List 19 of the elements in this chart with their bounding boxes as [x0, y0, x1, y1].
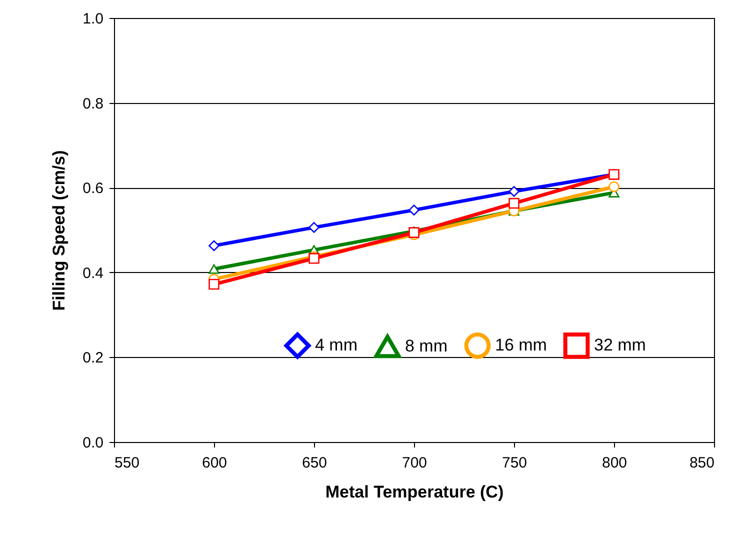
- y-tick-label: 0.6: [82, 180, 104, 198]
- y-tick-label: 0.8: [82, 95, 104, 112]
- y-axis-title: Filling Speed (cm/s): [50, 150, 69, 311]
- y-tick-label: 0.2: [82, 350, 104, 367]
- x-tick-label: 600: [202, 454, 228, 472]
- x-tick-label: 650: [302, 454, 328, 472]
- x-axis-title: Metal Temperature (C): [325, 482, 504, 502]
- legend-label: 4 mm: [315, 336, 358, 355]
- x-tick-label: 850: [689, 454, 714, 472]
- x-tick-label: 750: [502, 454, 528, 472]
- legend-label: 8 mm: [405, 336, 448, 356]
- x-tick-label: 550: [114, 454, 140, 472]
- y-tick-label: 0.0: [82, 434, 104, 452]
- x-tick-label: 800: [602, 454, 628, 472]
- y-tick-label: 1.0: [82, 10, 104, 28]
- legend-label: 16 mm: [495, 336, 547, 355]
- legend-label: 32 mm: [594, 336, 646, 355]
- y-tick-label: 0.4: [82, 264, 104, 282]
- x-tick-label: 700: [402, 454, 428, 472]
